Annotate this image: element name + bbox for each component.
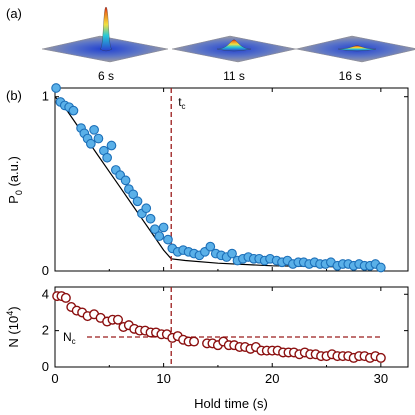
bottom-x-tick-label: 10 [156, 371, 170, 386]
top-y-tick-label: 1 [42, 89, 49, 104]
top-data-point [120, 175, 131, 186]
bottom-chart: 0 10 20 30 0 2 4 Nc N (104) Hold time (s) [5, 286, 409, 411]
bottom-y-tick-label: 0 [42, 359, 49, 374]
top-data-point [154, 231, 165, 241]
top-data-point [89, 124, 99, 135]
bottom-data-point [60, 292, 71, 303]
bottom-x-tick-label: 0 [51, 371, 58, 386]
panel-label-a: (a) [6, 6, 22, 21]
inset-time-label-6s: 6 s [98, 69, 114, 83]
x-axis-label: Hold time (s) [194, 396, 268, 411]
top-data-point [51, 83, 61, 93]
top-y-tick-label: 0 [42, 263, 49, 278]
panel-label-b: (b) [6, 88, 22, 103]
bottom-y-tick-label: 2 [42, 323, 49, 338]
bottom-y-tick-label: 4 [42, 286, 49, 301]
top-data-point [205, 241, 216, 252]
top-data-point [93, 133, 104, 144]
tc-annotation: tc [178, 95, 185, 111]
top-data-point [375, 262, 386, 273]
top-data-point [128, 189, 139, 200]
inset-peak-6s [99, 6, 113, 52]
inset-6s: 6 s [41, 6, 169, 83]
bottom-x-tick-label: 30 [374, 371, 388, 386]
top-fit-curve [54, 96, 381, 269]
bottom-x-tick-label: 20 [265, 371, 279, 386]
top-data-point [132, 196, 143, 207]
top-data-point [163, 234, 173, 245]
top-data-point [106, 140, 117, 151]
inset-time-label-16s: 16 s [339, 69, 362, 83]
bottom-data-point [189, 336, 200, 347]
bottom-ticks: 0 10 20 30 0 2 4 [42, 286, 408, 386]
bottom-data-point [375, 352, 386, 363]
top-data-point [141, 203, 152, 214]
top-points [51, 83, 386, 273]
top-data-point [227, 248, 237, 259]
top-y-axis-label: P0 (a.u.) [6, 156, 24, 204]
inset-16s: 16 s [295, 35, 415, 83]
top-data-point [85, 138, 96, 149]
bottom-data-point [112, 314, 123, 325]
top-plot-frame [54, 87, 409, 272]
bottom-y-axis-label: N (104) [5, 306, 21, 347]
top-chart: 01 tc P0 (a.u.) [6, 83, 409, 278]
top-data-point [145, 213, 156, 224]
top-data-point [68, 105, 79, 116]
top-data-point [158, 222, 169, 233]
inset-peak-11s [217, 39, 251, 52]
nc-annotation: Nc [63, 330, 76, 346]
top-ticks: 01 [42, 88, 408, 278]
bottom-plot-frame [54, 286, 409, 368]
inset-peak-16s [338, 45, 376, 52]
bottom-points [52, 291, 386, 363]
inset-11s: 11 s [171, 35, 297, 83]
top-data-point [102, 152, 112, 163]
inset-time-label-11s: 11 s [223, 69, 245, 83]
